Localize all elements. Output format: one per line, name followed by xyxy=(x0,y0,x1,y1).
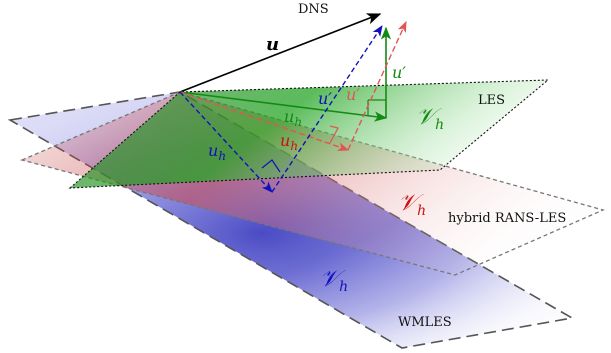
uh-wmles-symbol: uh xyxy=(208,141,226,163)
uh-les-symbol: uh xyxy=(284,107,302,129)
uprime-wmles-symbol: u′ xyxy=(318,89,332,108)
uprime-hybrid-symbol: u′ xyxy=(346,85,360,104)
uprime-les-symbol: u′ xyxy=(392,63,406,82)
vector-u xyxy=(179,13,382,93)
wmles-label: WMLES xyxy=(398,315,452,330)
uh-hybrid-symbol: uh xyxy=(280,131,298,153)
vector-uh-wmles xyxy=(179,91,273,193)
hybrid-label: hybrid RANS-LES xyxy=(448,211,566,226)
vector-uprime-wmles xyxy=(261,25,383,193)
vector-uprime-hybrid xyxy=(329,20,407,151)
vector-uh-les xyxy=(179,91,388,122)
vector-uh-hybrid xyxy=(179,91,350,151)
u-symbol: u xyxy=(266,34,279,55)
les-plane xyxy=(68,79,550,189)
les-label: LES xyxy=(478,93,505,108)
dns-label: DNS xyxy=(298,2,329,17)
vh-les-symbol: 𝒱h xyxy=(416,104,444,133)
